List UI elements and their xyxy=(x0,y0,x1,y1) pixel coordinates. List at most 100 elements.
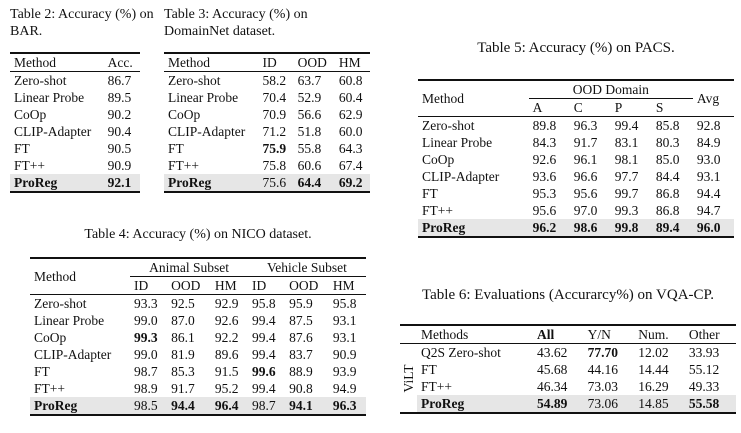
cell: 56.6 xyxy=(297,107,322,122)
cell: 44.16 xyxy=(587,362,618,377)
cell: 99.4 xyxy=(251,381,276,396)
cell: 88.9 xyxy=(289,364,313,379)
cell: 89.5 xyxy=(107,90,132,105)
cell: 96.2 xyxy=(528,219,570,237)
caption: Table 6: Evaluations (Accurarcy%) on VQA… xyxy=(422,287,714,303)
cell: 70.4 xyxy=(262,90,287,105)
cell: 33.93 xyxy=(688,345,720,360)
header: Other xyxy=(688,327,720,342)
header: OOD xyxy=(171,278,201,293)
cell: 97.7 xyxy=(614,169,639,184)
header: Num. xyxy=(638,327,669,342)
row: Linear Probe 89.5 xyxy=(10,89,140,106)
cell: 92.6 xyxy=(532,152,557,167)
cell: 99.4 xyxy=(251,313,276,328)
header: Method xyxy=(168,55,210,70)
row: FT++ 75.8 60.6 67.4 xyxy=(164,157,370,174)
cell: 87.0 xyxy=(171,313,195,328)
cell: 83.7 xyxy=(289,347,313,362)
cell: 95.9 xyxy=(289,296,313,311)
cell: 60.6 xyxy=(297,158,322,173)
cell: CoOp xyxy=(422,152,455,167)
row: FT++ 46.34 73.03 16.29 49.33 xyxy=(400,378,736,395)
cell: CoOp xyxy=(34,330,67,345)
cell: 99.0 xyxy=(134,313,158,328)
row: FT 95.3 95.6 99.7 86.8 94.4 xyxy=(418,185,734,202)
cell: 87.6 xyxy=(289,330,313,345)
table-3: Table 3: Accuracy (%) on DomainNet datas… xyxy=(164,6,370,193)
cell: 98.6 xyxy=(569,219,611,237)
row: Linear Probe 70.4 52.9 60.4 xyxy=(164,89,370,106)
cell: 55.58 xyxy=(684,395,736,413)
cell: 90.9 xyxy=(107,158,132,173)
row: CLIP-Adapter 99.0 81.9 89.6 99.4 83.7 90.9 xyxy=(30,346,366,363)
cell: 98.7 xyxy=(247,397,286,415)
row: ProReg 98.5 94.4 96.4 98.7 94.1 96.3 xyxy=(30,397,366,415)
cell: 96.0 xyxy=(692,219,734,237)
cell: 93.1 xyxy=(332,330,357,345)
cell: CoOp xyxy=(168,107,201,122)
header: All xyxy=(536,327,555,342)
cell: 86.8 xyxy=(655,186,680,201)
row: FT 90.5 xyxy=(10,140,140,157)
row: CLIP-Adapter 71.2 51.8 60.0 xyxy=(164,123,370,140)
cell: 85.0 xyxy=(655,152,680,167)
cell: CLIP-Adapter xyxy=(168,124,246,139)
cell: 64.4 xyxy=(293,174,335,192)
cell: 92.2 xyxy=(214,330,239,345)
header: ID xyxy=(251,278,267,293)
cell: 99.4 xyxy=(614,118,639,133)
cell: 99.4 xyxy=(251,347,276,362)
header: Y/N xyxy=(587,327,611,342)
cell: 91.7 xyxy=(573,135,598,150)
cell: 95.8 xyxy=(332,296,357,311)
row: FT++ 98.9 91.7 95.2 99.4 90.8 94.9 xyxy=(30,380,366,397)
header: Method xyxy=(422,91,464,106)
cell: Linear Probe xyxy=(14,90,85,105)
header: HM xyxy=(332,278,355,293)
cell: 43.62 xyxy=(536,345,568,360)
cell: 77.70 xyxy=(587,345,618,360)
cell: 95.2 xyxy=(214,381,239,396)
cell: 55.8 xyxy=(297,141,322,156)
table: Method Animal Subset Vehicle Subset ID OO… xyxy=(30,257,366,416)
cell: 87.5 xyxy=(289,313,313,328)
cell: FT xyxy=(422,186,438,201)
cell: 14.85 xyxy=(634,395,685,413)
cell: 60.4 xyxy=(338,90,363,105)
row: Zero-shot 93.3 92.5 92.9 95.8 95.9 95.8 xyxy=(30,295,366,313)
cell: 67.4 xyxy=(338,158,363,173)
cell: 73.03 xyxy=(587,379,618,394)
cell: FT++ xyxy=(168,158,199,173)
cell: FT++ xyxy=(422,203,453,218)
row: Zero-shot 89.8 96.3 99.4 85.8 92.8 xyxy=(418,117,734,135)
cell: 49.33 xyxy=(688,379,720,394)
cell: 60.8 xyxy=(338,73,363,88)
cell: 94.4 xyxy=(167,397,211,415)
cell: 93.6 xyxy=(532,169,557,184)
cell: 97.0 xyxy=(573,203,598,218)
caption: Table 2: Accuracy (%) on BAR. xyxy=(10,7,154,39)
cell: 89.8 xyxy=(532,118,557,133)
cell: 63.7 xyxy=(297,73,322,88)
cell: CLIP-Adapter xyxy=(422,169,500,184)
table-5: Table 5: Accuracy (%) on PACS. Method OO… xyxy=(418,40,734,238)
cell: 99.7 xyxy=(614,186,639,201)
header: P xyxy=(614,100,623,115)
table-4: Table 4: Accuracy (%) on NICO dataset. M… xyxy=(30,226,366,416)
cell: 64.3 xyxy=(338,141,363,156)
header: HM xyxy=(214,278,237,293)
cell: 84.4 xyxy=(655,169,680,184)
cell: 99.0 xyxy=(134,347,158,362)
cell: CLIP-Adapter xyxy=(34,347,112,362)
cell: 92.1 xyxy=(103,174,140,192)
table-6: Table 6: Evaluations (Accurarcy%) on VQA… xyxy=(400,287,736,414)
row: ProReg 96.2 98.6 99.8 89.4 96.0 xyxy=(418,219,734,237)
cell: Linear Probe xyxy=(34,313,105,328)
cell: 62.9 xyxy=(338,107,363,122)
row: Zero-shot 58.2 63.7 60.8 xyxy=(164,72,370,90)
cell: FT++ xyxy=(14,158,45,173)
table: Method Acc. Zero-shot 86.7 Linear Probe 89.5… xyxy=(10,52,140,193)
cell: 16.29 xyxy=(638,379,669,394)
cell: FT xyxy=(168,141,184,156)
